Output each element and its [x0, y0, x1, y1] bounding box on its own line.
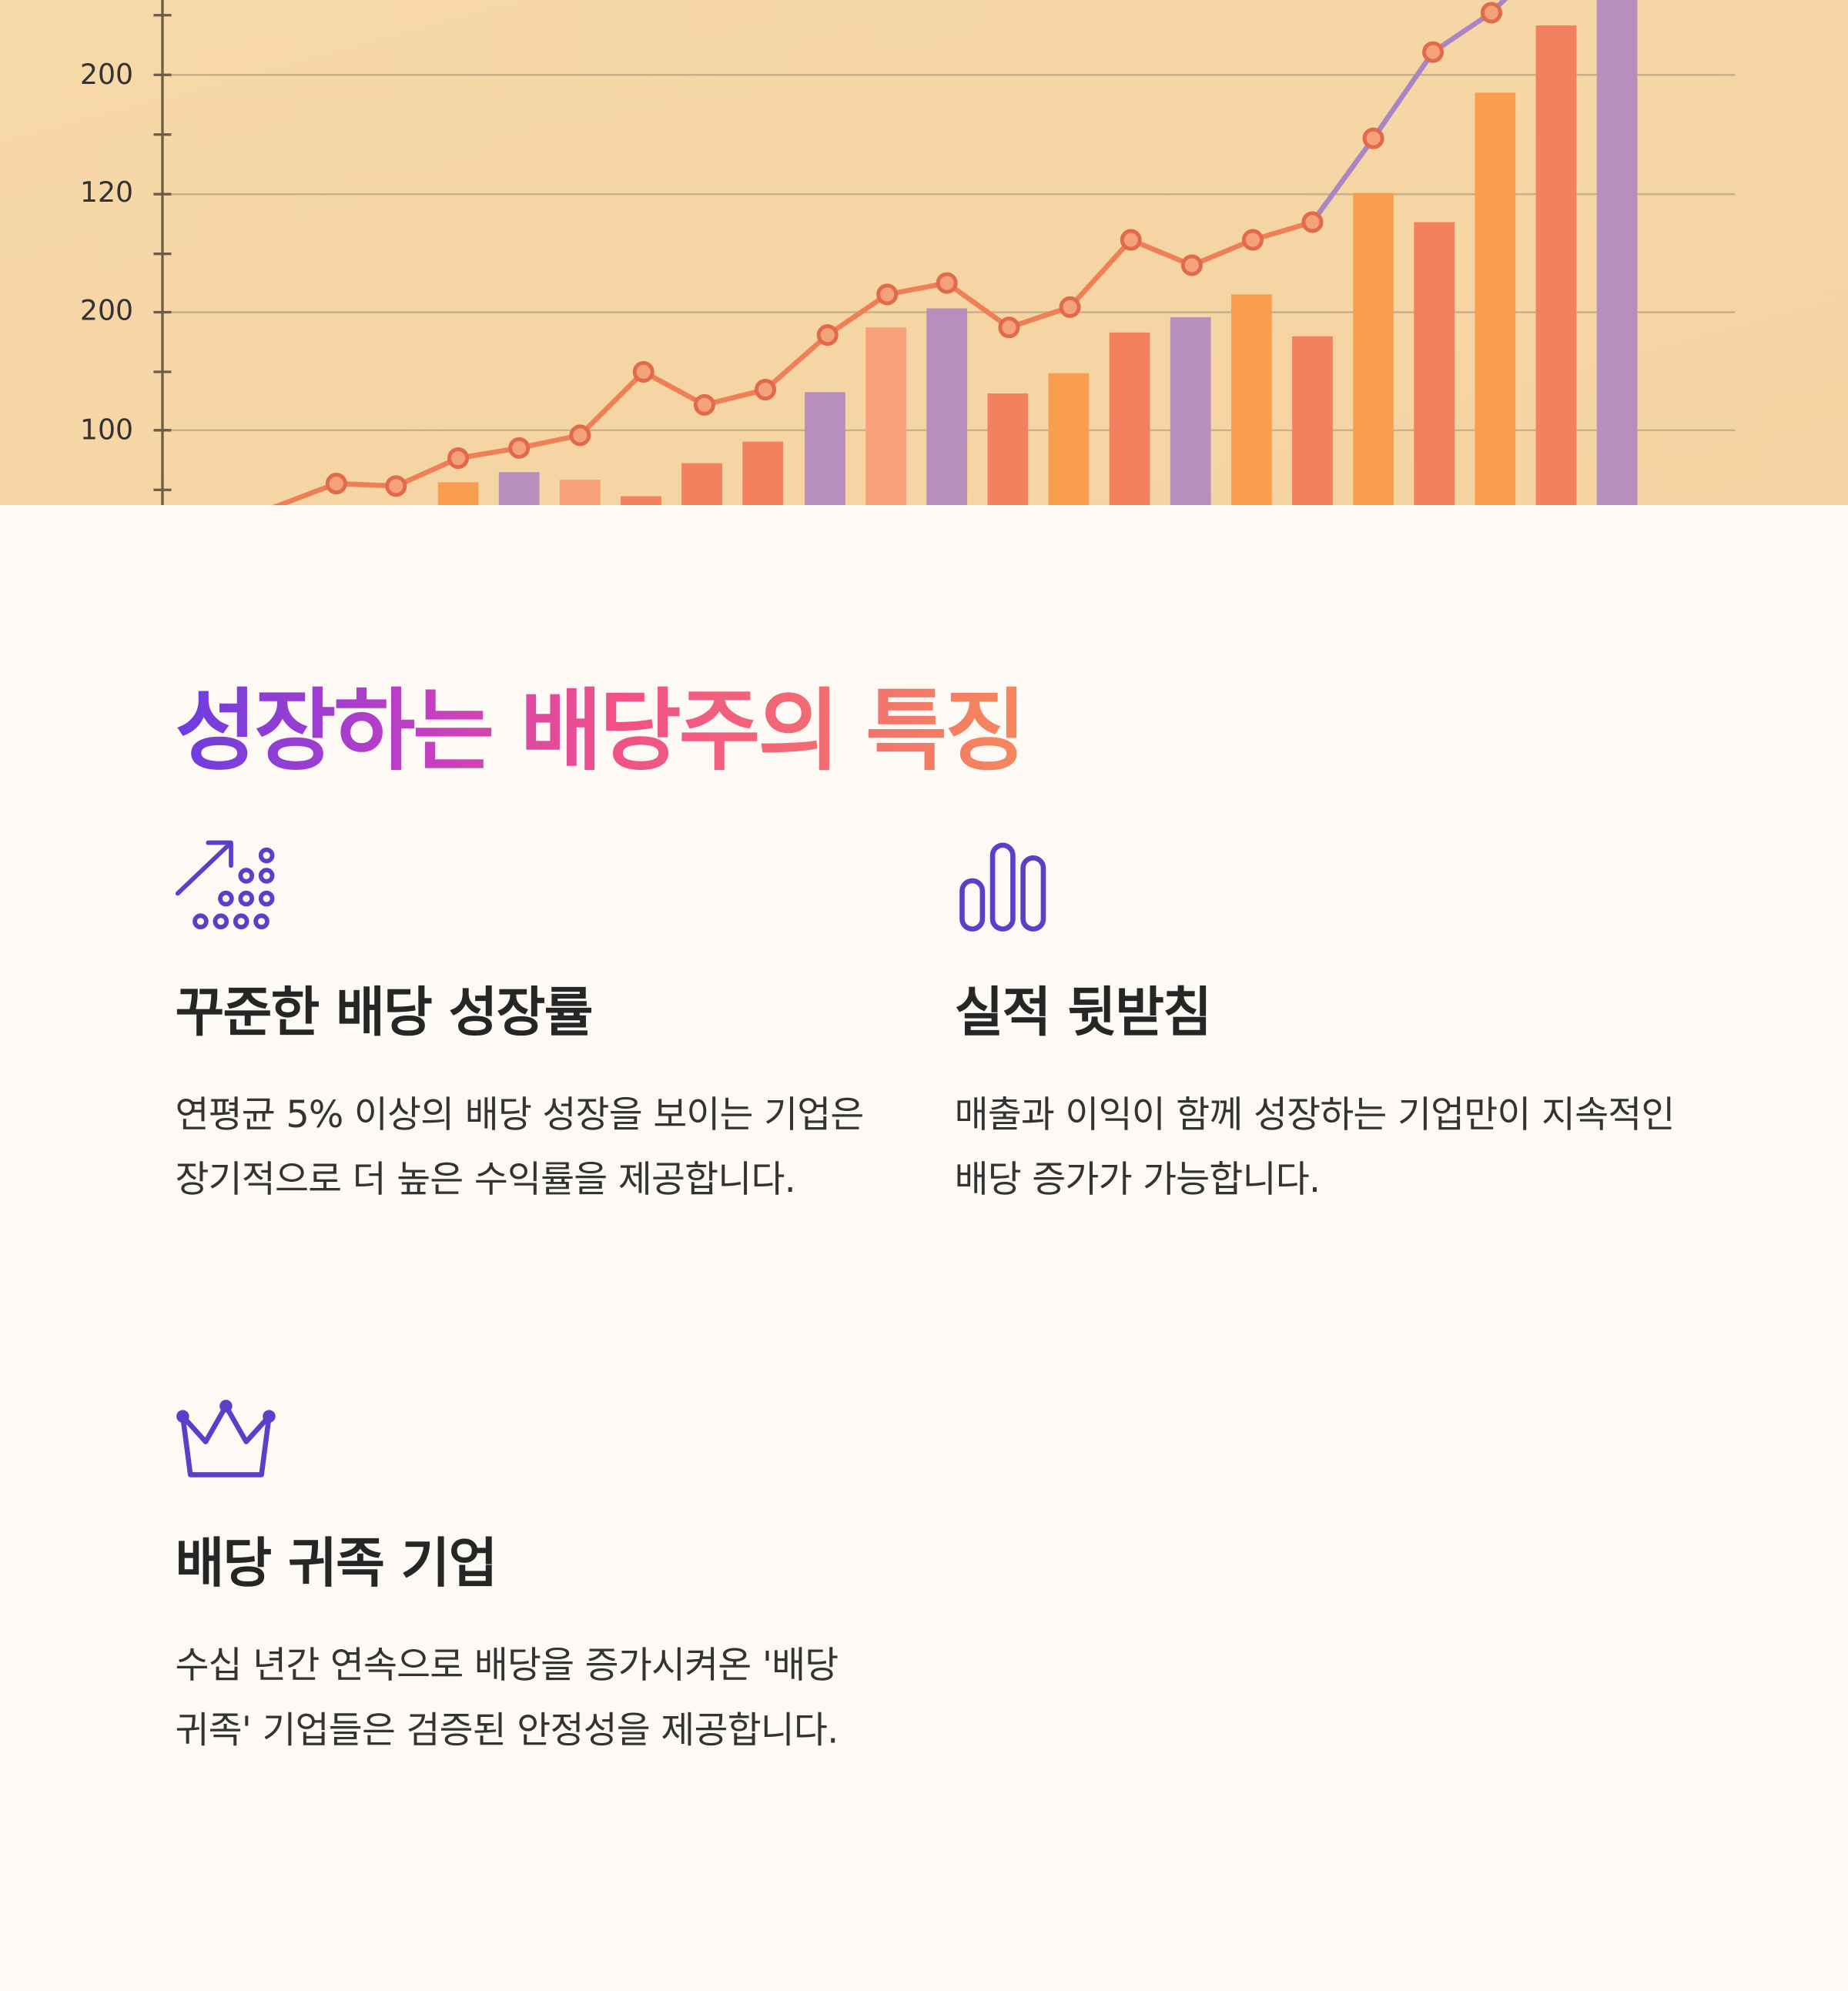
- crown-icon: [176, 1400, 276, 1477]
- axis-label: 200: [80, 294, 133, 327]
- feature-title: 꾸준한 배당 성장률: [175, 981, 593, 1043]
- axis-label: 200: [80, 58, 133, 91]
- feature-description: 연평균 5% 이상의 배당 성장을 보이는 기업은 장기적으로 더 높은 수익률…: [175, 1093, 864, 1201]
- feature-card: 실적 뒷받침 매출과 이익이 함께 성장하는 기업만이 지속적인 배당 증가가 …: [955, 838, 1679, 1212]
- feature-description: 매출과 이익이 함께 성장하는 기업만이 지속적인 배당 증가가 가능합니다.: [954, 1093, 1676, 1201]
- bar-chart-icon: [959, 842, 1046, 932]
- growth-icon: [175, 840, 275, 930]
- feature-card: 배당 귀족 기업 수십 년간 연속으로 배당을 증가시켜온 '배당 귀족' 기업…: [175, 1396, 899, 1762]
- hero-image: 200 120 200 100: [0, 0, 1848, 506]
- axis-label: 120: [80, 176, 133, 209]
- axis-label: 100: [80, 413, 133, 446]
- section-title: 성장하는 배당주의 특징: [175, 660, 1038, 788]
- feature-card: 꾸준한 배당 성장률 연평균 5% 이상의 배당 성장을 보이는 기업은 장기적…: [175, 838, 899, 1212]
- feature-description: 수십 년간 연속으로 배당을 증가시켜온 '배당 귀족' 기업들은 검증된 안정…: [175, 1643, 839, 1752]
- feature-title: 실적 뒷받침: [954, 981, 1212, 1043]
- feature-title: 배당 귀족 기업: [175, 1531, 497, 1594]
